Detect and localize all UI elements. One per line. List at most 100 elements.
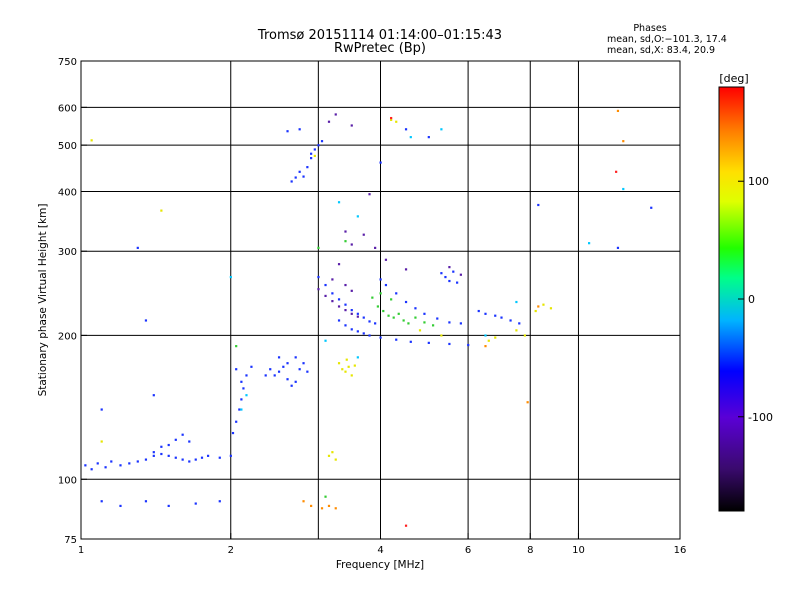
scatter-point [194, 502, 197, 505]
scatter-point [350, 309, 353, 312]
scatter-point [337, 362, 341, 365]
scatter-point [467, 343, 470, 347]
scatter-point [384, 283, 388, 287]
scatter-point [382, 309, 385, 313]
scatter-point [374, 246, 377, 249]
scatter-point [174, 438, 177, 441]
scatter-point [231, 431, 235, 435]
x-tick-label: 6 [465, 545, 471, 556]
scatter-point [427, 341, 430, 344]
scatter-point [235, 345, 238, 348]
scatter-point [277, 370, 281, 373]
scatter-point [344, 283, 347, 287]
scatter-point [324, 283, 327, 287]
scatter-point [402, 319, 405, 322]
scatter-point [379, 278, 382, 281]
scatter-point [188, 440, 191, 443]
scatter-point [194, 458, 197, 461]
scatter-point [240, 398, 243, 401]
scatter-point [317, 246, 320, 249]
scatter-point [240, 408, 243, 411]
scatter-point [104, 466, 107, 469]
scatter-point [356, 215, 359, 218]
scatter-point [356, 312, 359, 315]
scatter-point [404, 268, 408, 271]
scatter-point [334, 458, 337, 461]
scatter-point [374, 322, 377, 325]
scatter-point [376, 305, 379, 308]
scatter-point [371, 296, 374, 299]
phases-line-x: mean, sd,X: 83.4, 20.9 [607, 45, 715, 56]
scatter-point [344, 370, 347, 373]
scatter-point [188, 460, 191, 463]
scatter-point [436, 317, 439, 320]
scatter-point [448, 279, 451, 283]
scatter-point [119, 464, 122, 467]
scatter-point [344, 240, 347, 243]
scatter-point [368, 320, 371, 323]
scatter-point [390, 116, 393, 120]
scatter-point [242, 387, 245, 390]
scatter-point [302, 175, 305, 178]
scatter-point [500, 316, 503, 319]
scatter-point [509, 319, 512, 322]
y-tick-label: 400 [58, 187, 77, 198]
scatter-point [144, 500, 148, 503]
scatter-point [337, 263, 341, 266]
scatter-point [616, 246, 620, 249]
scatter-point [269, 368, 272, 371]
scatter-point [344, 324, 347, 327]
scatter-point [427, 136, 430, 139]
x-axis-ticks: 1 2 4 6 8 10 16 [78, 533, 686, 556]
scatter-point [245, 394, 248, 397]
scatter-point [368, 193, 371, 196]
scatter-point [484, 312, 487, 315]
scatter-point [350, 124, 353, 127]
scatter-point [294, 356, 297, 359]
scatter-point [356, 330, 359, 333]
y-tick-label: 300 [58, 247, 77, 258]
scatter-point [229, 275, 232, 279]
scatter-point [320, 507, 324, 510]
scatter-point [344, 303, 347, 306]
scatter-point [459, 273, 462, 276]
scatter-point [110, 460, 113, 463]
scatter-point [440, 334, 443, 337]
scatter-point [622, 140, 625, 143]
scatter-point [615, 170, 618, 173]
colorbar-tick-label: 0 [748, 293, 755, 306]
scatter-point [119, 504, 122, 508]
scatter-point [456, 281, 459, 284]
scatter-point [622, 187, 625, 191]
scatter-point [448, 321, 451, 324]
scatter-point [407, 322, 410, 325]
scatter-point [423, 312, 426, 315]
scatter-point [235, 368, 238, 371]
scatter-point [390, 118, 393, 122]
scatter-point [379, 292, 382, 295]
scatter-point [100, 408, 103, 411]
scatter-point [144, 458, 148, 461]
scatter-point [341, 368, 344, 371]
scatter-point [523, 334, 526, 337]
scatter-point [397, 312, 400, 315]
scatter-point [515, 300, 518, 304]
scatter-point [494, 314, 497, 317]
scatter-point [152, 454, 155, 457]
scatter-point [264, 374, 267, 377]
scatter-point [337, 319, 341, 322]
scatter-point [174, 456, 177, 459]
scatter-point [334, 113, 337, 116]
scatter-point [298, 128, 301, 131]
x-axis-label: Frequency [MHz] [336, 559, 424, 571]
x-tick-label: 10 [572, 545, 585, 556]
x-tick-label: 8 [527, 545, 533, 556]
scatter-point [324, 294, 327, 298]
scatter-point [181, 433, 184, 436]
y-tick-label: 750 [58, 57, 77, 68]
y-tick-label: 200 [58, 331, 77, 342]
scatter-point [144, 319, 148, 322]
scatter-point [423, 321, 426, 324]
scatter-point [250, 365, 253, 368]
scatter-point [90, 468, 93, 471]
